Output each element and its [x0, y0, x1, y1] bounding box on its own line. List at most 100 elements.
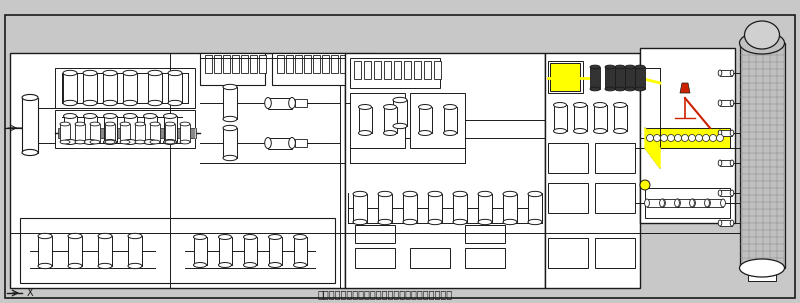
Ellipse shape: [690, 199, 695, 207]
Bar: [103, 116, 117, 142]
Ellipse shape: [674, 199, 679, 207]
Ellipse shape: [745, 21, 779, 49]
Bar: [528, 194, 542, 222]
Circle shape: [695, 135, 702, 142]
Circle shape: [710, 135, 717, 142]
Ellipse shape: [165, 140, 175, 144]
Bar: [748, 268, 776, 281]
Circle shape: [682, 135, 689, 142]
Bar: [410, 248, 450, 268]
Ellipse shape: [128, 263, 142, 269]
Bar: [605, 67, 615, 89]
Bar: [83, 116, 97, 142]
Ellipse shape: [428, 191, 442, 197]
Bar: [355, 248, 395, 268]
Ellipse shape: [590, 65, 600, 69]
Bar: [645, 128, 730, 148]
Bar: [354, 61, 361, 79]
Bar: [259, 55, 266, 73]
Bar: [614, 105, 626, 131]
Ellipse shape: [135, 122, 145, 126]
Ellipse shape: [353, 191, 367, 197]
Bar: [349, 55, 356, 73]
Bar: [75, 124, 85, 142]
Ellipse shape: [503, 219, 517, 225]
Bar: [350, 93, 405, 148]
Ellipse shape: [730, 220, 734, 226]
Ellipse shape: [661, 199, 666, 207]
Bar: [68, 236, 82, 266]
Bar: [268, 98, 292, 108]
Ellipse shape: [68, 233, 82, 239]
Ellipse shape: [528, 191, 542, 197]
Bar: [205, 55, 212, 73]
Bar: [424, 61, 431, 79]
Bar: [383, 107, 397, 133]
Bar: [304, 55, 311, 73]
Ellipse shape: [120, 122, 130, 126]
Ellipse shape: [269, 262, 282, 268]
Bar: [355, 225, 395, 243]
Ellipse shape: [103, 139, 117, 145]
Bar: [58, 128, 196, 138]
Bar: [414, 61, 421, 79]
Ellipse shape: [269, 235, 282, 239]
Ellipse shape: [739, 259, 785, 277]
Ellipse shape: [90, 140, 100, 144]
Bar: [250, 55, 257, 73]
Ellipse shape: [635, 65, 645, 69]
Circle shape: [674, 135, 682, 142]
Bar: [163, 116, 177, 142]
Bar: [123, 73, 137, 103]
Ellipse shape: [103, 100, 117, 106]
Bar: [277, 55, 284, 73]
Ellipse shape: [143, 139, 157, 145]
Bar: [322, 55, 329, 73]
Bar: [340, 55, 347, 73]
Ellipse shape: [63, 70, 77, 76]
Bar: [243, 237, 257, 265]
Circle shape: [654, 135, 661, 142]
Ellipse shape: [223, 125, 237, 131]
Bar: [594, 105, 606, 131]
Ellipse shape: [635, 87, 645, 91]
Ellipse shape: [105, 140, 115, 144]
Bar: [272, 53, 377, 85]
Ellipse shape: [180, 122, 190, 126]
Ellipse shape: [218, 235, 231, 239]
Circle shape: [661, 135, 667, 142]
Ellipse shape: [615, 65, 625, 69]
Bar: [358, 107, 371, 133]
Bar: [374, 61, 381, 79]
Bar: [378, 194, 392, 222]
Ellipse shape: [83, 100, 97, 106]
Bar: [367, 55, 374, 73]
Bar: [548, 143, 588, 173]
Ellipse shape: [22, 149, 38, 155]
Ellipse shape: [590, 87, 600, 91]
Bar: [595, 183, 635, 213]
Bar: [20, 218, 335, 283]
Bar: [223, 87, 237, 119]
Ellipse shape: [443, 131, 457, 135]
Bar: [692, 199, 708, 207]
Circle shape: [646, 135, 654, 142]
Bar: [418, 107, 431, 133]
Ellipse shape: [594, 128, 606, 133]
Bar: [548, 183, 588, 213]
Ellipse shape: [294, 235, 306, 239]
Text: 溶剂法硫膏提纯及不溶性硫磺深加工工艺装置流程图: 溶剂法硫膏提纯及不溶性硫磺深加工工艺装置流程图: [318, 289, 453, 299]
Polygon shape: [680, 83, 690, 93]
Bar: [295, 55, 302, 73]
Ellipse shape: [103, 70, 117, 76]
Ellipse shape: [123, 100, 137, 106]
Bar: [545, 53, 640, 288]
Bar: [550, 63, 580, 91]
Ellipse shape: [289, 138, 295, 148]
Bar: [128, 236, 142, 266]
Ellipse shape: [718, 70, 722, 76]
Ellipse shape: [98, 233, 112, 239]
Bar: [478, 194, 492, 222]
Ellipse shape: [83, 70, 97, 76]
Ellipse shape: [605, 87, 615, 91]
